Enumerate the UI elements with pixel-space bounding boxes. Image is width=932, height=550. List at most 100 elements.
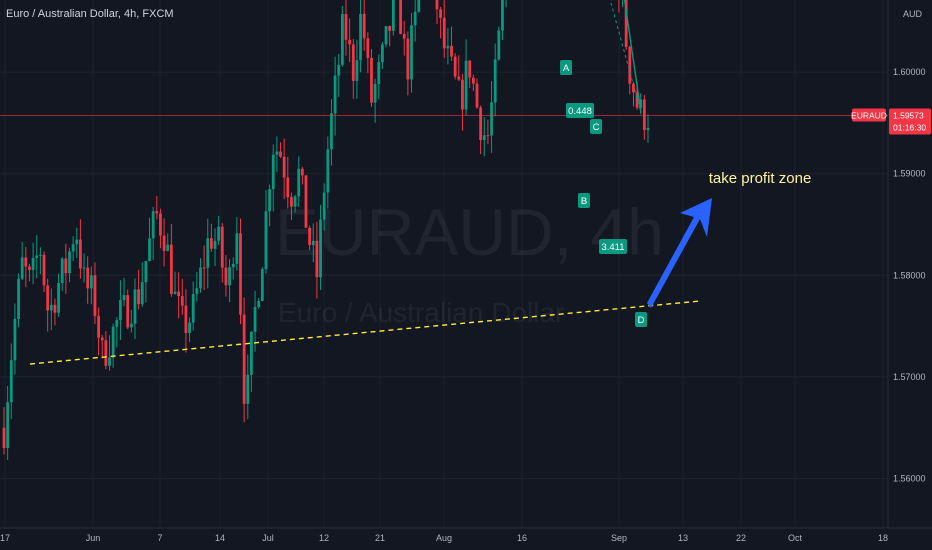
candle-body: [24, 257, 28, 267]
candle-body: [235, 233, 239, 264]
take-profit-label: take profit zone: [709, 170, 812, 187]
candle-body: [260, 269, 264, 302]
candle-body: [635, 92, 639, 108]
candle-body: [119, 300, 122, 321]
ratio-text: 3.411: [601, 242, 624, 253]
candle-body: [479, 107, 483, 141]
candle-body: [75, 239, 79, 245]
candle-body: [253, 307, 257, 332]
watermark-description: Euro / Australian Dollar: [278, 297, 564, 328]
candle-body: [155, 211, 159, 214]
candle-body: [300, 168, 304, 176]
price-tag-bg: [889, 108, 931, 135]
candle-body: [169, 244, 173, 294]
candle-body: [64, 258, 68, 274]
candle-body: [79, 239, 82, 269]
time-tick-label: 22: [736, 533, 746, 543]
candle-body: [642, 99, 646, 130]
candle-body: [82, 267, 86, 269]
chart-grid: [0, 0, 888, 528]
candle-body: [268, 189, 272, 212]
candle-body: [231, 263, 235, 268]
time-tick-label: Oct: [788, 533, 803, 543]
watermark-ticker: EURAUD, 4h: [275, 195, 664, 269]
candle-body: [28, 266, 31, 270]
candle-body: [100, 337, 104, 341]
symbol-tag-text: EURAUD: [851, 110, 887, 120]
time-tick-label: 18: [878, 533, 888, 543]
candle-body: [97, 316, 100, 338]
candle-body: [250, 331, 253, 375]
pattern-point-c: C: [590, 119, 602, 134]
candle-body: [115, 320, 119, 327]
candle-body: [173, 291, 177, 294]
candle-body: [348, 39, 352, 45]
candle-body: [239, 233, 242, 315]
candle-body: [413, 11, 417, 26]
candle-body: [377, 62, 381, 84]
candle-body: [220, 226, 224, 268]
candle-body: [639, 99, 643, 108]
candle-body: [271, 154, 275, 190]
candle-body: [68, 251, 71, 274]
pattern-point-b: B: [578, 193, 590, 208]
target-arrow: [647, 198, 712, 308]
time-axis[interactable]: 17 Jun 7 14 Jul 12 21 Aug 16 Sep 13 22 Oct 18: [0, 527, 932, 543]
time-tick-label: Jul: [262, 533, 274, 543]
candle-body: [326, 149, 330, 193]
candle-body: [366, 38, 370, 58]
candle-body: [308, 227, 312, 246]
time-tick-label: 17: [0, 533, 10, 543]
point-badge: [635, 312, 647, 327]
time-tick-label: 21: [375, 533, 385, 543]
candle-body: [108, 357, 111, 366]
candle-body: [333, 75, 337, 114]
time-tick-label: Jun: [86, 533, 101, 543]
last-price-value: 1.59573: [893, 110, 924, 120]
candle-body: [133, 289, 137, 324]
candle-body: [344, 14, 348, 40]
trendline: [29, 300, 701, 365]
candle-body: [380, 44, 384, 63]
candle-body: [6, 402, 10, 449]
candle-body: [93, 275, 97, 317]
candle-body: [497, 30, 501, 60]
ratio-badge: [566, 103, 594, 118]
ratio-label: 3.411: [599, 239, 627, 254]
candle-body: [391, 0, 395, 31]
candle-body: [191, 294, 195, 323]
time-tick-label: 16: [517, 533, 527, 543]
interval-label: 4h: [124, 8, 137, 20]
candle-body: [49, 304, 53, 311]
time-tick-label: 14: [215, 533, 225, 543]
pattern-point-a: A: [560, 60, 572, 75]
candle-body: [129, 323, 133, 328]
candle-body: [355, 60, 359, 81]
candle-body: [104, 340, 108, 366]
candle-body: [493, 59, 497, 103]
candle-body: [35, 255, 39, 258]
candle-body: [486, 135, 490, 137]
candle-body: [31, 257, 35, 270]
candle-body: [304, 175, 308, 228]
ratio-label: 0.448: [566, 103, 594, 118]
point-badge: [590, 119, 602, 134]
candle-body: [282, 156, 286, 178]
candle-body: [399, 0, 402, 34]
candle-body: [330, 113, 333, 150]
price-tick-label: 1.60000: [893, 67, 926, 77]
candle-body: [53, 304, 57, 313]
candle-body: [177, 291, 181, 297]
candle-body: [402, 33, 406, 39]
candle-body: [297, 168, 301, 197]
candle-body: [388, 26, 392, 31]
candle-body: [159, 213, 162, 236]
candle-body: [468, 60, 472, 78]
candle-body: [279, 151, 282, 157]
last-price-tag: 1.59573 01:16:30: [889, 108, 931, 135]
price-axis[interactable]: 1.560001.570001.580001.590001.600001.610…: [851, 0, 932, 550]
candle-body: [162, 235, 166, 251]
candle-body: [457, 76, 461, 80]
symbol-header[interactable]: Euro / Australian Dollar, 4h, FXCM: [6, 8, 174, 20]
